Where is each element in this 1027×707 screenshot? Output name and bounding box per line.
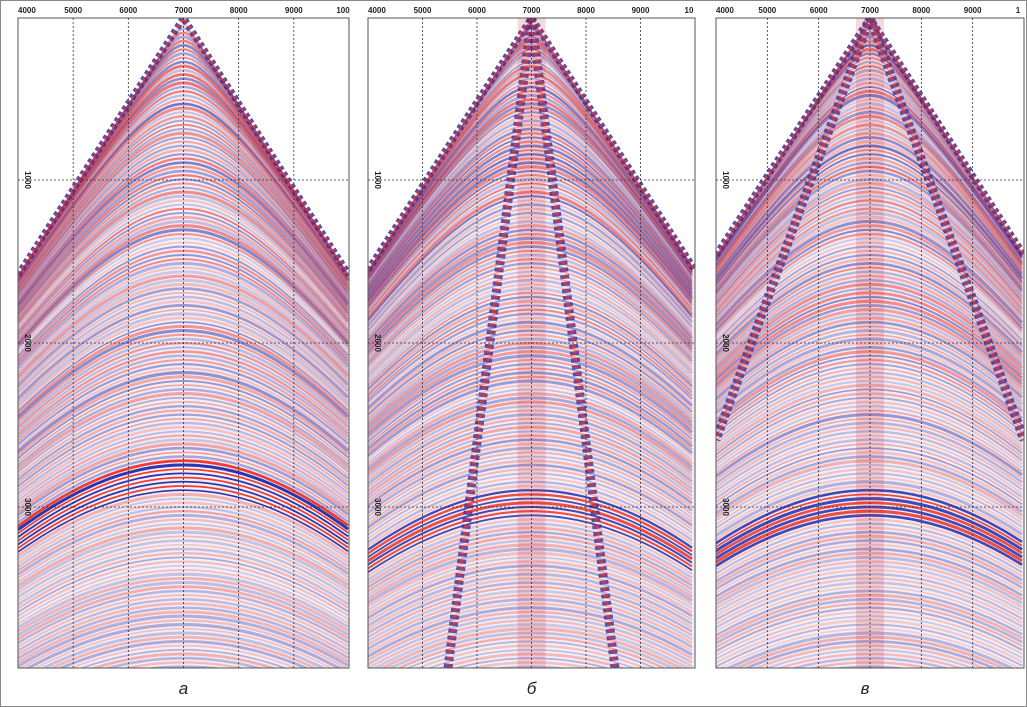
x-tick-label: 6000 [468,6,486,15]
x-tick-label: 6000 [810,6,828,15]
x-tick-label: 5000 [758,6,776,15]
y-tick-label: 2000 [721,334,730,352]
y-tick-label: 1000 [373,171,382,189]
x-tick-label: 5000 [414,6,432,15]
x-tick-label: 1 [1016,6,1021,15]
caption: в [861,679,870,698]
x-tick-label: 8000 [577,6,595,15]
y-tick-label: 3000 [23,498,32,516]
y-tick-label: 2000 [23,334,32,352]
x-tick-label: 9000 [632,6,650,15]
x-tick-label: 4000 [18,6,36,15]
x-tick-label: 6000 [119,6,137,15]
y-tick-label: 2000 [373,334,382,352]
figure: 4000 5000 6000 7000 8000 9000 100 1000 2000 3000 а… [0,0,1027,707]
x-tick-label: 9000 [964,6,982,15]
x-tick-label: 4000 [716,6,734,15]
y-tick-label: 1000 [721,171,730,189]
x-tick-label: 8000 [230,6,248,15]
x-tick-label: 7000 [523,6,541,15]
x-tick-label: 7000 [861,6,879,15]
y-tick-label: 3000 [373,498,382,516]
x-tick-label: 7000 [175,6,193,15]
x-tick-label: 5000 [64,6,82,15]
y-tick-label: 1000 [23,171,32,189]
x-tick-label: 8000 [912,6,930,15]
caption: а [179,679,188,698]
x-tick-label: 9000 [285,6,303,15]
x-tick-label: 10 [685,6,694,15]
y-tick-label: 3000 [721,498,730,516]
x-tick-label: 4000 [368,6,386,15]
caption: б [527,679,538,698]
x-tick-label: 100 [336,6,350,15]
